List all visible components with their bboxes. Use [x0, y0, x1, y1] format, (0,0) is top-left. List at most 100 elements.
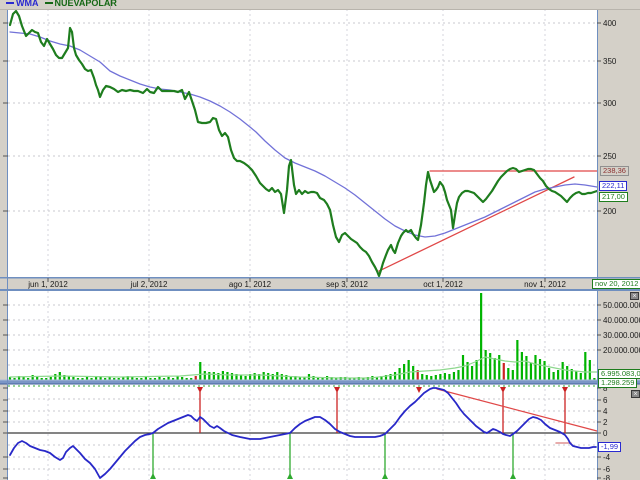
volume-bar — [547, 368, 551, 380]
volume-bar — [226, 372, 229, 380]
volume-bar — [529, 363, 533, 380]
volume-bar — [579, 373, 582, 380]
volume-bar — [412, 366, 415, 380]
volume-bar-down — [416, 370, 419, 380]
volume-bar — [421, 374, 424, 380]
volume-bar — [480, 293, 483, 380]
price-line — [8, 9, 599, 278]
oscillator-line — [9, 387, 597, 479]
date-label-sep: sep 3, 2012 — [326, 280, 368, 289]
volume-bar — [466, 362, 469, 380]
volume-bar — [294, 376, 297, 380]
volume-bar — [258, 374, 261, 380]
volume-bar — [557, 370, 560, 380]
sell-signal-triangle-icon — [197, 387, 203, 393]
volume-bar — [185, 378, 188, 380]
legend-tab-divider — [110, 0, 111, 9]
volume-bar — [575, 371, 578, 380]
volume-bar — [434, 375, 437, 380]
wma-line-swatch — [6, 2, 14, 4]
oscillator-panel-close-icon[interactable]: × — [631, 390, 640, 398]
volume-bar — [461, 355, 465, 380]
volume-bar — [49, 377, 52, 380]
volume-bar — [452, 372, 456, 380]
volume-bar — [516, 340, 519, 380]
resistance-price-label: 238,36 — [600, 166, 629, 176]
volume-bar — [72, 377, 75, 380]
volume-bar — [588, 360, 591, 380]
volume-bar — [493, 358, 496, 380]
volume-bar — [203, 371, 206, 380]
volume-bar — [289, 376, 292, 380]
oscillator-axis-tick-label: -6 — [603, 465, 611, 474]
price-axis-tick-label: 250 — [603, 152, 617, 161]
volume-bar — [8, 377, 12, 380]
volume-bar — [248, 374, 252, 380]
date-label-ago: ago 1, 2012 — [228, 280, 272, 289]
oscillator-axis-tick-label: 8 — [603, 384, 608, 393]
volume-bar — [54, 374, 57, 380]
volume-bar — [475, 360, 478, 380]
volume-bar — [76, 378, 80, 380]
volume-bar — [271, 374, 274, 380]
volume-axis-tick-label: 50.000.000 — [603, 301, 640, 310]
last-date-box: nov 20, 2012 — [592, 279, 640, 289]
volume-bar — [489, 353, 492, 380]
legend-bar: WMA NUEVAPOLAR — [0, 0, 640, 10]
volume-bar — [153, 378, 157, 380]
volume-bar — [144, 377, 147, 380]
volume-bar — [330, 377, 333, 380]
price-axis-tick-label: 300 — [603, 99, 617, 108]
volume-bar — [99, 377, 102, 380]
buy-signal-triangle-icon — [510, 473, 516, 479]
oscillator-trendline — [436, 388, 598, 432]
volume-axis-tick-label: 20.000.000 — [603, 346, 640, 355]
volume-bar — [393, 372, 397, 380]
volume-bar — [108, 377, 111, 380]
volume-bar — [457, 370, 460, 380]
oscillator-value-label: -1,99 — [598, 442, 622, 452]
volume-bar — [534, 355, 537, 380]
volume-bar — [353, 378, 356, 380]
price-rising-support — [378, 176, 575, 272]
volume-bar — [511, 370, 514, 380]
volume-bar-down — [502, 363, 505, 380]
volume-bar — [484, 350, 487, 380]
volume-bar — [167, 377, 170, 380]
volume-bar — [543, 361, 546, 380]
volume-bar — [470, 366, 474, 380]
volume-bar — [280, 374, 283, 380]
volume-bar — [443, 373, 446, 380]
oscillator-axis-tick-label: 4 — [603, 407, 608, 416]
volume-bar — [312, 376, 315, 380]
sell-signal-triangle-icon — [334, 387, 340, 393]
price-axis-tick-label: 400 — [603, 19, 617, 28]
volume-bar — [90, 378, 93, 380]
volume-bar — [244, 376, 247, 380]
volume-bar — [176, 376, 179, 380]
volume-bar — [131, 377, 134, 380]
volume-bar — [81, 378, 84, 380]
volume-bar — [113, 378, 116, 380]
volume-bar — [498, 355, 501, 380]
price-chart-plot-area — [8, 9, 597, 278]
volume-bar — [316, 377, 320, 380]
volume-ma-line — [9, 356, 598, 379]
volume-bar — [380, 376, 383, 380]
volume-bar — [593, 378, 596, 380]
volume-bar — [425, 375, 428, 380]
volume-bar — [362, 378, 365, 380]
volume-panel-close-icon[interactable]: × — [630, 292, 639, 300]
volume-bar — [22, 377, 25, 380]
volume-bar — [190, 378, 193, 380]
series-line-swatch — [44, 2, 53, 4]
wma-value-label: 222,11 — [599, 181, 628, 191]
volume-bar — [507, 368, 510, 380]
volume-bar — [348, 378, 351, 380]
oscillator-axis-tick-label: 0 — [603, 429, 608, 438]
volume-bar — [208, 372, 211, 380]
buy-signal-triangle-icon — [287, 473, 293, 479]
buy-signal-triangle-icon — [150, 473, 156, 479]
